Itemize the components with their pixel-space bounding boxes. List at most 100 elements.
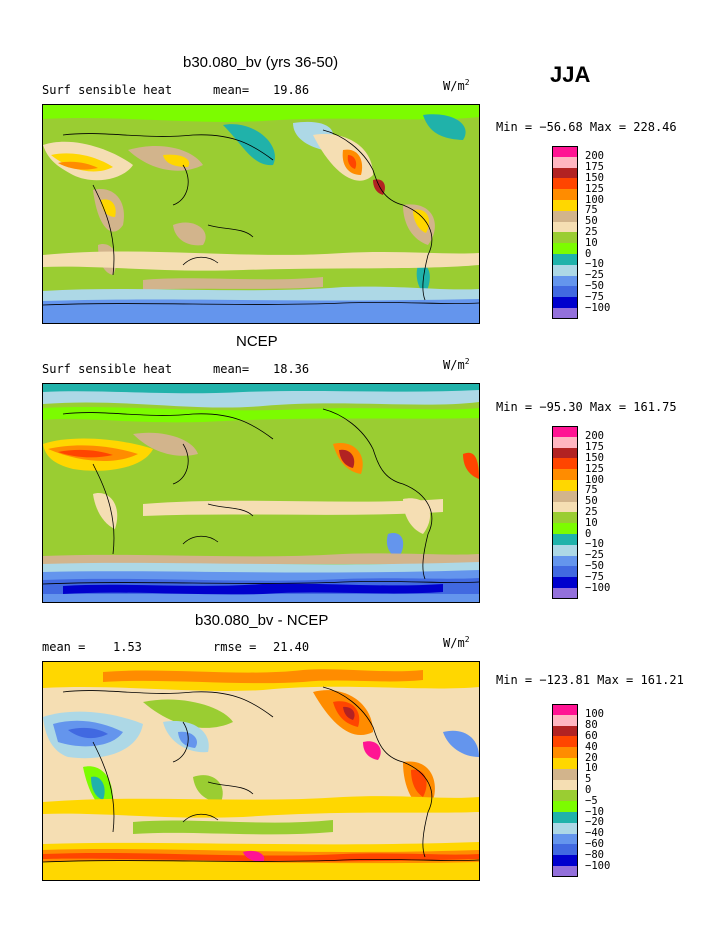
legend-color-box xyxy=(552,156,578,168)
legend-color-box xyxy=(552,758,578,769)
legend-level-label: −10 xyxy=(585,258,604,271)
panel-3-mean-label: mean = xyxy=(42,640,86,654)
legend-level-label: 175 xyxy=(585,161,604,174)
legend-level-label: 50 xyxy=(585,495,598,508)
legend-level-label: −50 xyxy=(585,279,604,292)
legend-level-label: 200 xyxy=(585,430,604,443)
legend-level-label: 80 xyxy=(585,719,598,732)
panel-1-title: b30.080_bv (yrs 36-50) xyxy=(183,54,339,71)
legend-level-label: 100 xyxy=(585,473,604,486)
legend-level-label: −20 xyxy=(585,816,604,829)
legend-level-label: −50 xyxy=(585,559,604,572)
legend-color-box xyxy=(552,264,578,276)
legend-level-label: 75 xyxy=(585,484,598,497)
legend-color-box xyxy=(552,725,578,737)
legend-color-box xyxy=(552,286,578,298)
legend-color-box xyxy=(552,714,578,726)
legend-color-box xyxy=(552,189,578,200)
legend-color-box xyxy=(552,544,578,556)
legend-level-label: 5 xyxy=(585,773,592,786)
panel-3-units: W/m2 xyxy=(443,635,470,650)
legend-color-box xyxy=(552,469,578,480)
legend-color-box xyxy=(552,458,578,470)
legend-level-label: 100 xyxy=(585,708,604,721)
legend-color-box xyxy=(552,822,578,834)
legend-level-label: 150 xyxy=(585,171,604,184)
legend-color-box xyxy=(552,146,578,157)
legend-level-label: −10 xyxy=(585,805,604,818)
legend-color-box xyxy=(552,297,578,308)
legend-level-label: 75 xyxy=(585,204,598,217)
legend-color-box xyxy=(552,501,578,513)
legend-color-box xyxy=(552,512,578,524)
legend-color-box xyxy=(552,779,578,791)
legend-color-box xyxy=(552,480,578,491)
panel-2-units: W/m2 xyxy=(443,357,470,372)
legend-level-label: 20 xyxy=(585,751,598,764)
legend-level-label: 10 xyxy=(585,762,598,775)
legend-color-box xyxy=(552,523,578,534)
legend-level-label: −100 xyxy=(585,301,611,314)
legend-color-box xyxy=(552,254,578,265)
legend-color-box xyxy=(552,801,578,812)
panel-2-mean-value: 18.36 xyxy=(273,362,310,376)
legend-level-label: 100 xyxy=(585,193,604,206)
legend-level-label: 175 xyxy=(585,441,604,454)
legend-level-label: −25 xyxy=(585,269,604,282)
legend-color-box xyxy=(552,844,578,856)
legend-level-label: 125 xyxy=(585,462,604,475)
legend-level-label: 0 xyxy=(585,783,592,796)
panel-1-mean-value: 19.86 xyxy=(273,83,310,97)
legend-color-box xyxy=(552,736,578,748)
legend-color-box xyxy=(552,308,578,319)
legend-level-label: −60 xyxy=(585,837,604,850)
legend-color-box xyxy=(552,436,578,448)
legend-level-label: −75 xyxy=(585,570,604,583)
panel-2-mean-label: mean= xyxy=(213,362,250,376)
legend-level-label: −75 xyxy=(585,290,604,303)
legend-level-label: 60 xyxy=(585,729,598,742)
legend-level-label: −25 xyxy=(585,549,604,562)
legend-level-label: 25 xyxy=(585,225,598,238)
legend-color-box xyxy=(552,790,578,802)
panel-1-map xyxy=(42,104,480,324)
panel-1-minmax: Min = −56.68 Max = 228.46 xyxy=(496,120,677,134)
legend-level-label: 10 xyxy=(585,236,598,249)
legend-color-box xyxy=(552,588,578,599)
legend-color-box xyxy=(552,221,578,233)
panel-3-title: b30.080_bv - NCEP xyxy=(195,612,329,629)
legend-color-box xyxy=(552,275,578,287)
panel-3-rmse-label: rmse = xyxy=(213,640,257,654)
legend-level-label: −5 xyxy=(585,794,598,807)
legend-color-box xyxy=(552,833,578,845)
legend-level-label: −100 xyxy=(585,859,611,872)
legend-level-label: −40 xyxy=(585,827,604,840)
legend-color-box xyxy=(552,577,578,588)
legend-level-label: 25 xyxy=(585,505,598,518)
panel-1-variable-label: Surf sensible heat xyxy=(42,83,173,97)
panel-2-variable-label: Surf sensible heat xyxy=(42,362,173,376)
legend-level-label: 50 xyxy=(585,215,598,228)
legend-color-box xyxy=(552,426,578,437)
legend-color-box xyxy=(552,490,578,502)
legend-level-label: −100 xyxy=(585,581,611,594)
season-label: JJA xyxy=(550,62,591,87)
panel-2-minmax: Min = −95.30 Max = 161.75 xyxy=(496,400,677,414)
legend-color-box xyxy=(552,447,578,459)
panel-2-title: NCEP xyxy=(236,333,278,350)
legend-color-box xyxy=(552,555,578,567)
legend-level-label: 40 xyxy=(585,740,598,753)
panel-2-map xyxy=(42,383,480,603)
legend-level-label: 200 xyxy=(585,150,604,163)
panel-3-mean-value: 1.53 xyxy=(113,640,142,654)
legend-color-box xyxy=(552,243,578,254)
panel-3-rmse-value: 21.40 xyxy=(273,640,310,654)
legend-color-box xyxy=(552,534,578,545)
legend-level-label: 125 xyxy=(585,182,604,195)
legend-level-label: 10 xyxy=(585,516,598,529)
legend-color-box xyxy=(552,232,578,244)
legend-color-box xyxy=(552,178,578,190)
legend-color-box xyxy=(552,167,578,179)
legend-color-box xyxy=(552,210,578,222)
legend-level-label: −80 xyxy=(585,848,604,861)
